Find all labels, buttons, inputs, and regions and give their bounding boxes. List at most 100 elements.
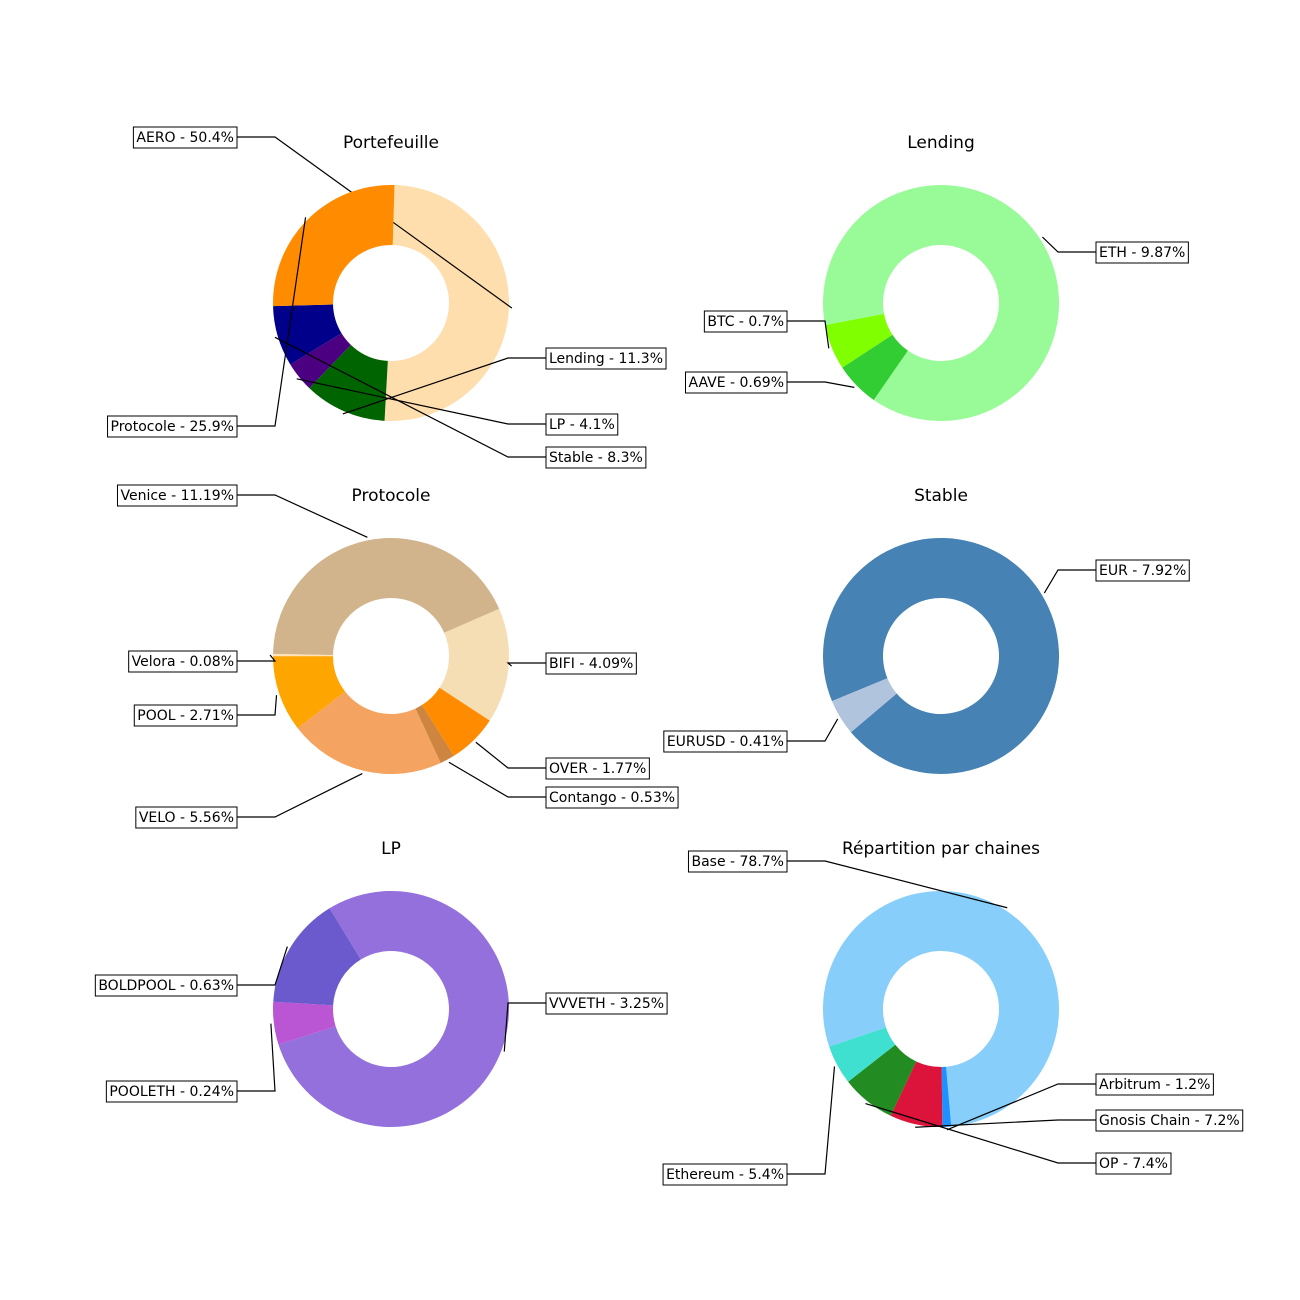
slice-label-box (1095, 1152, 1172, 1175)
slice-label-box (94, 974, 238, 997)
leader-line-aero-50-4 (237, 136, 513, 309)
leader-line-venice-11-19 (237, 494, 368, 538)
leader-line-lending-11-3 (342, 357, 546, 415)
slice-label-box (545, 757, 650, 780)
chart-title: Portefeuille (343, 133, 439, 153)
slice-btc-0-7 (825, 313, 893, 368)
slice-arbitrum-1-2 (941, 1066, 952, 1127)
slice-boldpool-0-63 (273, 908, 361, 1006)
slice-label-venice-11-19: Venice - 11.19% (120, 488, 234, 504)
slice-label-box (135, 806, 238, 829)
slice-label-base-78-7: Base - 78.7% (691, 854, 784, 870)
slice-eur-7-92 (823, 538, 1059, 774)
leader-line-base-78-7 (787, 860, 1008, 909)
slice-label-box (132, 126, 238, 149)
slice-gnosis-chain-7-2 (890, 1061, 943, 1128)
slice-label-box (1095, 1109, 1244, 1132)
leader-line-eur-7-92 (1043, 569, 1096, 594)
leader-line-over-1-77 (475, 741, 546, 769)
slice-pooleth-0-24 (273, 1001, 336, 1045)
slice-vvveth-3-25 (278, 891, 510, 1127)
slice-label-box (545, 413, 619, 436)
leader-line-eth-9-87 (1042, 236, 1096, 253)
slice-label-vvveth-3-25: VVVETH - 3.25% (549, 996, 664, 1012)
leader-line-pool-2-71 (237, 695, 278, 716)
slice-label-box (545, 347, 667, 370)
slice-label-box (128, 650, 238, 673)
slice-label-protocole-25-9: Protocole - 25.9% (111, 419, 234, 435)
slice-eth-9-87 (823, 185, 1059, 421)
slice-venice-11-19 (273, 537, 500, 655)
slice-label-stable-8-3: Stable - 8.3% (549, 450, 643, 466)
leader-line-eurusd-0-41 (787, 718, 839, 742)
slice-label-pooleth-0-24: POOLETH - 0.24% (109, 1084, 234, 1100)
slice-label-bifi-4-09: BIFI - 4.09% (549, 656, 633, 672)
slice-label-arbitrum-1-2: Arbitrum - 1.2% (1099, 1077, 1210, 1093)
chart-title: Répartition par chaines (842, 839, 1040, 859)
slice-velo-5-56 (297, 691, 441, 774)
leader-line-lp-4-1 (296, 378, 546, 425)
slice-label-boldpool-0-63: BOLDPOOL - 0.63% (98, 978, 234, 994)
donut-chart-stable: EUR - 7.92% EURUSD - 0.41% Stable (663, 486, 1190, 774)
slice-label-box (662, 1163, 788, 1186)
slice-over-1-77 (421, 687, 490, 756)
slice-pool-2-71 (273, 656, 346, 729)
slice-contango-0-53 (415, 705, 454, 764)
chart-title: Lending (907, 133, 975, 153)
slice-label-box (545, 992, 668, 1015)
leader-line-op-7-4 (865, 1102, 1096, 1164)
slice-label-box (107, 415, 238, 438)
donut-chart-lp: VVVETH - 3.25% POOLETH - 0.24% BOLDPOOL - … (94, 839, 668, 1127)
leader-line-ethereum-5-4 (787, 1066, 836, 1175)
slice-bifi-4-09 (439, 608, 510, 721)
slice-label-velo-5-56: VELO - 5.56% (139, 810, 234, 826)
slice-label-contango-0-53: Contango - 0.53% (549, 790, 675, 806)
leader-line-velo-5-56 (237, 773, 363, 818)
slice-label-box (663, 730, 788, 753)
slice-label-box (545, 652, 637, 675)
slice-label-over-1-77: OVER - 1.77% (549, 761, 646, 777)
slice-aero-50-4 (384, 185, 510, 421)
slice-eurusd-0-41 (831, 678, 897, 733)
leader-line-arbitrum-1-2 (946, 1083, 1096, 1131)
slice-velora-0-08 (273, 653, 334, 657)
leader-line-velora-0-08 (237, 654, 277, 662)
leader-line-aave-0-69 (787, 381, 855, 388)
donut-chart-protocole: BIFI - 4.09% OVER - 1.77% Contango - 0.53%… (116, 484, 679, 829)
leader-line-protocole-25-9 (237, 217, 307, 427)
slice-label-box (1095, 1073, 1214, 1096)
leader-line-contango-0-53 (448, 761, 546, 798)
slice-label-pool-2-71: POOL - 2.71% (137, 708, 234, 724)
slice-label-box (105, 1080, 238, 1103)
slice-lending-11-3 (309, 344, 388, 421)
chart-title: Stable (914, 486, 968, 506)
leader-line-gnosis-chain-7-2 (915, 1119, 1096, 1128)
leader-line-bifi-4-09 (506, 662, 546, 667)
slice-label-eurusd-0-41: EURUSD - 0.41% (667, 734, 784, 750)
slice-label-eth-9-87: ETH - 9.87% (1099, 245, 1185, 261)
slice-label-lp-4-1: LP - 4.1% (549, 417, 615, 433)
chart-title: Protocole (352, 486, 431, 506)
slice-label-op-7-4: OP - 7.4% (1099, 1156, 1168, 1172)
slice-label-box (703, 310, 788, 333)
leader-line-btc-0-7 (787, 320, 830, 349)
slice-label-eur-7-92: EUR - 7.92% (1099, 563, 1186, 579)
donut-chart-r-partition-par-chaines: Base - 78.7% Arbitrum - 1.2% Gnosis Chain … (662, 839, 1244, 1186)
leader-line-boldpool-0-63 (237, 946, 288, 986)
slice-op-7-4 (848, 1044, 917, 1116)
slice-label-aero-50-4: AERO - 50.4% (136, 130, 234, 146)
slice-label-box (545, 446, 647, 469)
donut-chart-portefeuille: AERO - 50.4% Lending - 11.3% LP - 4.1% Stab… (107, 126, 667, 469)
slice-label-ethereum-5-4: Ethereum - 5.4% (666, 1167, 784, 1183)
donut-chart-lending: ETH - 9.87% AAVE - 0.69% BTC - 0.7% Lending (685, 133, 1189, 421)
slice-label-lending-11-3: Lending - 11.3% (549, 351, 663, 367)
slice-label-box (1095, 241, 1189, 264)
slice-label-box (545, 786, 679, 809)
leader-line-vvveth-3-25 (503, 1002, 546, 1052)
slice-ethereum-5-4 (829, 1027, 896, 1082)
slice-label-box (116, 484, 238, 507)
slice-label-aave-0-69: AAVE - 0.69% (689, 375, 785, 391)
chart-title: LP (381, 839, 401, 859)
